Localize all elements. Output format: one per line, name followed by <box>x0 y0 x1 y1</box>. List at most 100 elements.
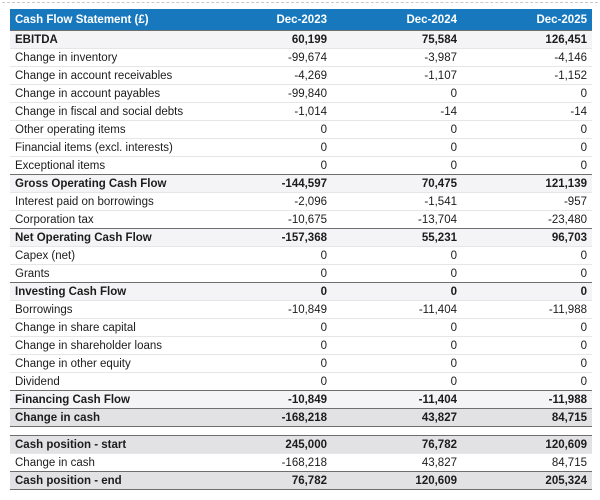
table-row: Financial items (excl. interests) 0 0 0 <box>10 138 592 156</box>
row-value-dec-2023: -144,597 <box>281 177 327 190</box>
row-value-dec-2023: -4,269 <box>294 69 327 82</box>
row-value-dec-2024: 76,782 <box>421 438 457 451</box>
row-value-dec-2024: 0 <box>450 141 457 154</box>
row-value-dec-2023: 0 <box>320 285 327 298</box>
row-value-dec-2025: 121,139 <box>545 177 587 190</box>
row-value-dec-2023: -168,218 <box>281 411 327 424</box>
row-value-dec-2025: -14 <box>570 105 587 118</box>
table-row: Change in shareholder loans 0 0 0 <box>10 336 592 354</box>
table-title: Cash Flow Statement (£) <box>15 13 149 26</box>
row-value-dec-2023: 76,782 <box>291 474 327 487</box>
row-value-dec-2025: 84,715 <box>551 411 587 424</box>
table-row: Dividend 0 0 0 <box>10 372 592 390</box>
table-row: EBITDA 60,199 75,584 126,451 <box>10 30 592 48</box>
row-value-dec-2025: 0 <box>580 141 587 154</box>
table-row: Financing Cash Flow -10,849 -11,404 -11,… <box>10 390 592 408</box>
row-value-dec-2023: 0 <box>320 267 327 280</box>
main-rows-section: EBITDA 60,199 75,584 126,451 Change in i… <box>10 30 592 427</box>
row-label: Cash position - end <box>15 474 122 487</box>
row-value-dec-2023: -1,014 <box>294 105 327 118</box>
row-value-dec-2023: -99,840 <box>287 87 327 100</box>
table-row: Capex (net) 0 0 0 <box>10 246 592 264</box>
row-label: Financing Cash Flow <box>15 393 131 406</box>
row-label: Gross Operating Cash Flow <box>15 177 167 190</box>
row-value-dec-2023: -10,849 <box>287 393 327 406</box>
row-value-dec-2023: 0 <box>320 141 327 154</box>
row-value-dec-2024: 0 <box>450 357 457 370</box>
table-row: Corporation tax -10,675 -13,704 -23,480 <box>10 210 592 228</box>
row-value-dec-2025: 0 <box>580 87 587 100</box>
row-value-dec-2025: 0 <box>580 123 587 136</box>
row-value-dec-2024: 0 <box>450 249 457 262</box>
row-value-dec-2025: 0 <box>580 357 587 370</box>
table-row: Change in inventory -99,674 -3,987 -4,14… <box>10 48 592 66</box>
table-row: Change in other equity 0 0 0 <box>10 354 592 372</box>
row-value-dec-2024: -13,704 <box>417 213 457 226</box>
row-value-dec-2025: 0 <box>580 321 587 334</box>
row-value-dec-2024: -14 <box>440 105 457 118</box>
row-value-dec-2025: -11,988 <box>548 393 587 406</box>
row-value-dec-2023: 0 <box>320 123 327 136</box>
table-row: Change in share capital 0 0 0 <box>10 318 592 336</box>
table-row: Other operating items 0 0 0 <box>10 120 592 138</box>
table-row: Grants 0 0 0 <box>10 264 592 282</box>
row-value-dec-2024: -11,404 <box>418 303 457 316</box>
row-value-dec-2023: 0 <box>320 321 327 334</box>
table-row: Change in cash -168,218 43,827 84,715 <box>10 408 592 426</box>
row-label: Grants <box>15 267 50 280</box>
column-header-dec-2023: Dec-2023 <box>276 13 327 26</box>
row-value-dec-2023: -10,675 <box>287 213 327 226</box>
row-label: Other operating items <box>15 123 126 136</box>
row-label: Cash position - start <box>15 438 127 451</box>
row-value-dec-2024: -3,987 <box>424 51 457 64</box>
table-row: Exceptional items 0 0 0 <box>10 156 592 174</box>
row-label: Change in cash <box>15 411 100 424</box>
row-value-dec-2023: 60,199 <box>291 33 327 46</box>
table-row: Interest paid on borrowings -2,096 -1,54… <box>10 192 592 210</box>
cash-flow-table: Cash Flow Statement (£) Dec-2023 Dec-202… <box>10 9 592 490</box>
row-value-dec-2023: 245,000 <box>285 438 327 451</box>
column-header-dec-2025: Dec-2025 <box>536 13 587 26</box>
row-label: Change in account payables <box>15 87 161 100</box>
row-value-dec-2024: -1,107 <box>424 69 457 82</box>
row-value-dec-2023: -99,674 <box>287 51 327 64</box>
row-value-dec-2024: 0 <box>450 339 457 352</box>
row-label: Exceptional items <box>15 159 106 172</box>
row-value-dec-2024: 0 <box>450 285 457 298</box>
row-value-dec-2023: -168,218 <box>281 456 327 469</box>
row-value-dec-2024: 0 <box>450 375 457 388</box>
row-label: Change in account receivables <box>15 69 173 82</box>
row-value-dec-2024: 75,584 <box>421 33 457 46</box>
row-label: Capex (net) <box>15 249 76 262</box>
row-value-dec-2024: 0 <box>450 159 457 172</box>
table-row: Borrowings -10,849 -11,404 -11,988 <box>10 300 592 318</box>
row-value-dec-2025: -957 <box>563 195 587 208</box>
table-row: Net Operating Cash Flow -157,368 55,231 … <box>10 228 592 246</box>
section-gap <box>10 427 592 435</box>
row-label: Investing Cash Flow <box>15 285 127 298</box>
row-label: Change in share capital <box>15 321 136 334</box>
row-value-dec-2024: 55,231 <box>421 231 457 244</box>
row-value-dec-2024: -1,541 <box>424 195 457 208</box>
row-label: Change in fiscal and social debts <box>15 105 184 118</box>
cash-position-section: Cash position - start 245,000 76,782 120… <box>10 435 592 490</box>
row-value-dec-2025: 84,715 <box>551 456 587 469</box>
row-value-dec-2024: 43,827 <box>421 456 457 469</box>
row-value-dec-2024: -11,404 <box>418 393 457 406</box>
row-value-dec-2023: 0 <box>320 375 327 388</box>
row-value-dec-2025: 0 <box>580 339 587 352</box>
top-divider <box>2 2 598 3</box>
row-value-dec-2025: 0 <box>580 285 587 298</box>
row-value-dec-2025: 0 <box>580 159 587 172</box>
row-value-dec-2025: 205,324 <box>545 474 587 487</box>
row-label: Dividend <box>15 375 60 388</box>
table-row: Cash position - start 245,000 76,782 120… <box>10 435 592 453</box>
table-row: Change in cash -168,218 43,827 84,715 <box>10 453 592 471</box>
row-value-dec-2023: 0 <box>320 339 327 352</box>
table-row: Gross Operating Cash Flow -144,597 70,47… <box>10 174 592 192</box>
row-value-dec-2023: 0 <box>320 249 327 262</box>
row-value-dec-2025: -1,152 <box>554 69 587 82</box>
row-value-dec-2024: 0 <box>450 267 457 280</box>
row-label: Net Operating Cash Flow <box>15 231 152 244</box>
